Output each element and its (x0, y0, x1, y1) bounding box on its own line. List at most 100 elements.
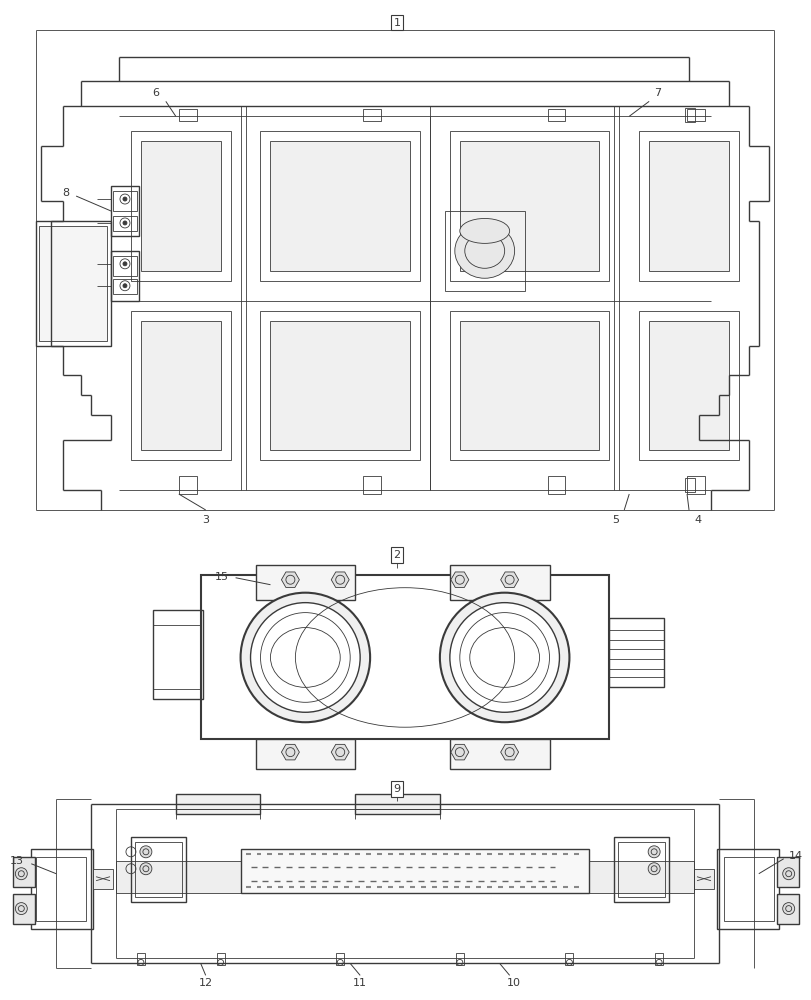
Circle shape (15, 868, 28, 880)
Text: 3: 3 (202, 515, 209, 525)
Ellipse shape (454, 223, 514, 278)
Bar (638, 311, 738, 460)
Bar (260, 311, 419, 460)
Circle shape (240, 593, 370, 722)
Bar (111, 186, 139, 236)
Bar (723, 857, 773, 921)
Bar (617, 842, 664, 897)
Bar (564, 953, 573, 965)
Bar (614, 837, 668, 902)
Bar (255, 739, 354, 769)
Polygon shape (450, 744, 468, 760)
Bar (175, 794, 260, 814)
Polygon shape (331, 744, 349, 760)
Bar (141, 141, 221, 271)
Circle shape (782, 868, 794, 880)
Circle shape (139, 863, 152, 875)
Bar (178, 476, 196, 494)
Bar (13, 894, 35, 924)
Circle shape (782, 903, 794, 915)
Circle shape (122, 284, 127, 288)
Text: 1: 1 (393, 18, 400, 28)
Bar (455, 953, 463, 965)
Circle shape (449, 603, 559, 712)
Text: 12: 12 (199, 978, 212, 988)
Bar (113, 191, 137, 211)
Circle shape (122, 197, 127, 201)
Bar (686, 109, 704, 121)
Bar (608, 618, 663, 687)
Polygon shape (281, 572, 299, 587)
Bar (776, 857, 798, 887)
Bar (459, 321, 599, 450)
Bar (131, 131, 230, 281)
Bar (36, 221, 111, 346)
Polygon shape (450, 572, 468, 587)
Bar (240, 849, 589, 893)
Bar (200, 575, 608, 739)
Bar (449, 739, 549, 769)
Bar (336, 953, 344, 965)
Bar (113, 216, 137, 231)
Bar (131, 311, 230, 460)
Text: 15: 15 (214, 572, 229, 582)
Polygon shape (500, 744, 518, 760)
Bar (32, 849, 93, 929)
Text: 2: 2 (393, 550, 400, 560)
Text: 5: 5 (611, 515, 619, 525)
Bar (654, 953, 663, 965)
Bar (135, 842, 182, 897)
Bar (547, 476, 564, 494)
Bar (131, 837, 186, 902)
Bar (684, 108, 694, 122)
Text: 10: 10 (506, 978, 520, 988)
Bar (93, 869, 113, 889)
Bar (116, 861, 693, 893)
Bar (686, 476, 704, 494)
Circle shape (122, 262, 127, 266)
Ellipse shape (459, 218, 509, 243)
Bar (13, 857, 35, 887)
Text: 14: 14 (787, 851, 802, 861)
Bar (36, 857, 86, 921)
Text: 8: 8 (62, 188, 69, 198)
Bar (684, 478, 694, 492)
Text: 9: 9 (393, 784, 400, 794)
Polygon shape (281, 744, 299, 760)
Circle shape (647, 846, 659, 858)
Bar (137, 953, 144, 965)
Text: 4: 4 (693, 515, 700, 525)
Bar (449, 565, 549, 600)
Bar (111, 251, 139, 301)
Bar (39, 226, 107, 341)
Bar (217, 953, 225, 965)
Circle shape (647, 863, 659, 875)
Bar (270, 321, 410, 450)
Bar (141, 321, 221, 450)
Bar (152, 610, 203, 699)
Bar (113, 256, 137, 276)
Text: 11: 11 (353, 978, 367, 988)
Circle shape (15, 903, 28, 915)
Text: 6: 6 (152, 88, 159, 98)
Circle shape (139, 846, 152, 858)
Bar (449, 311, 608, 460)
Polygon shape (331, 572, 349, 587)
Bar (255, 565, 354, 600)
Circle shape (251, 603, 360, 712)
Bar (648, 141, 728, 271)
Bar (693, 869, 713, 889)
Bar (648, 321, 728, 450)
Bar (178, 109, 196, 121)
Bar (270, 141, 410, 271)
Bar (354, 794, 440, 814)
Bar (459, 141, 599, 271)
Text: 7: 7 (654, 88, 660, 98)
Circle shape (122, 221, 127, 225)
Circle shape (440, 593, 569, 722)
Bar (113, 279, 137, 294)
Bar (547, 109, 564, 121)
Text: 13: 13 (11, 856, 24, 866)
Bar (363, 109, 380, 121)
Bar (449, 131, 608, 281)
